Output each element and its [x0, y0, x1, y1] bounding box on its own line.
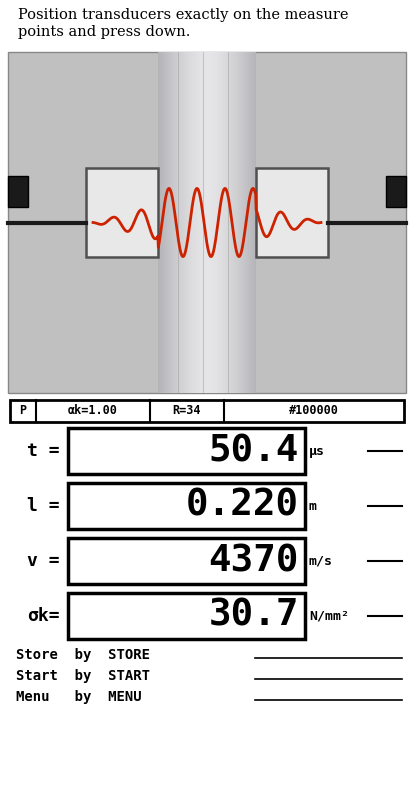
Bar — [175, 52, 176, 393]
Text: R=34: R=34 — [172, 405, 201, 417]
Text: μs: μs — [308, 445, 324, 457]
Bar — [10, 400, 403, 422]
Bar — [190, 52, 192, 393]
Bar — [189, 52, 190, 393]
Bar — [212, 52, 214, 393]
Bar — [248, 52, 249, 393]
Text: Store  by  STORE: Store by STORE — [16, 648, 150, 662]
Bar — [250, 52, 252, 393]
Bar — [225, 52, 226, 393]
Bar — [237, 52, 238, 393]
Bar — [166, 52, 168, 393]
Bar — [226, 52, 228, 393]
Bar — [206, 52, 207, 393]
Bar — [192, 52, 194, 393]
Bar — [158, 52, 159, 393]
Bar — [243, 52, 244, 393]
Bar — [247, 52, 248, 393]
Bar — [228, 52, 230, 393]
Bar — [255, 168, 327, 256]
Bar — [214, 52, 216, 393]
Bar — [8, 52, 405, 393]
Bar — [238, 52, 240, 393]
Text: σk=: σk= — [27, 607, 60, 625]
Bar — [173, 52, 175, 393]
Bar — [165, 52, 166, 393]
Bar — [197, 52, 199, 393]
Bar — [230, 52, 231, 393]
Text: t =: t = — [27, 442, 60, 460]
Text: m: m — [308, 499, 316, 512]
Bar — [188, 52, 189, 393]
Bar — [201, 52, 202, 393]
Bar — [176, 52, 177, 393]
Text: 0.220: 0.220 — [185, 488, 298, 524]
Bar — [242, 52, 243, 393]
Text: αk=1.00: αk=1.00 — [68, 405, 118, 417]
Bar — [178, 52, 180, 393]
Bar — [249, 52, 250, 393]
Bar — [235, 52, 236, 393]
Bar — [183, 52, 185, 393]
Bar — [170, 52, 171, 393]
Bar — [194, 52, 195, 393]
Text: l =: l = — [27, 497, 60, 515]
Bar — [68, 538, 304, 584]
Bar — [68, 483, 304, 529]
Bar — [169, 52, 170, 393]
Text: #100000: #100000 — [288, 405, 338, 417]
Bar — [199, 52, 201, 393]
Text: 50.4: 50.4 — [208, 433, 298, 469]
Bar — [86, 168, 158, 256]
Bar — [204, 52, 206, 393]
Bar — [252, 52, 254, 393]
Bar — [219, 52, 221, 393]
Bar — [171, 52, 173, 393]
Bar — [240, 52, 242, 393]
Bar — [187, 52, 188, 393]
Bar — [216, 52, 218, 393]
Bar — [177, 52, 178, 393]
Bar — [231, 52, 233, 393]
Bar — [221, 52, 223, 393]
Bar — [223, 52, 224, 393]
Bar — [209, 52, 211, 393]
Bar — [185, 52, 187, 393]
Bar — [163, 52, 164, 393]
Text: Start  by  START: Start by START — [16, 669, 150, 683]
Text: P: P — [19, 405, 26, 417]
Text: v =: v = — [27, 552, 60, 570]
Text: points and press down.: points and press down. — [18, 25, 190, 39]
Bar — [180, 52, 182, 393]
Bar — [245, 52, 247, 393]
Bar — [195, 52, 197, 393]
Bar — [8, 177, 28, 208]
Text: Position transducers exactly on the measure: Position transducers exactly on the meas… — [18, 8, 348, 22]
Bar — [218, 52, 219, 393]
Bar — [244, 52, 245, 393]
Bar — [236, 52, 237, 393]
Bar — [159, 52, 161, 393]
Bar — [182, 52, 183, 393]
Bar — [202, 52, 204, 393]
Bar — [254, 52, 255, 393]
Bar — [164, 52, 165, 393]
Text: 30.7: 30.7 — [208, 598, 298, 634]
Text: N/mm²: N/mm² — [308, 609, 348, 623]
Bar — [233, 52, 235, 393]
Bar — [68, 593, 304, 639]
Bar — [224, 52, 225, 393]
Bar — [168, 52, 169, 393]
Bar — [161, 52, 163, 393]
Text: m/s: m/s — [308, 554, 332, 567]
Bar — [211, 52, 212, 393]
Text: 4370: 4370 — [208, 543, 298, 579]
Bar — [385, 177, 405, 208]
Text: Menu   by  MENU: Menu by MENU — [16, 690, 141, 704]
Bar — [68, 428, 304, 474]
Bar — [207, 52, 209, 393]
